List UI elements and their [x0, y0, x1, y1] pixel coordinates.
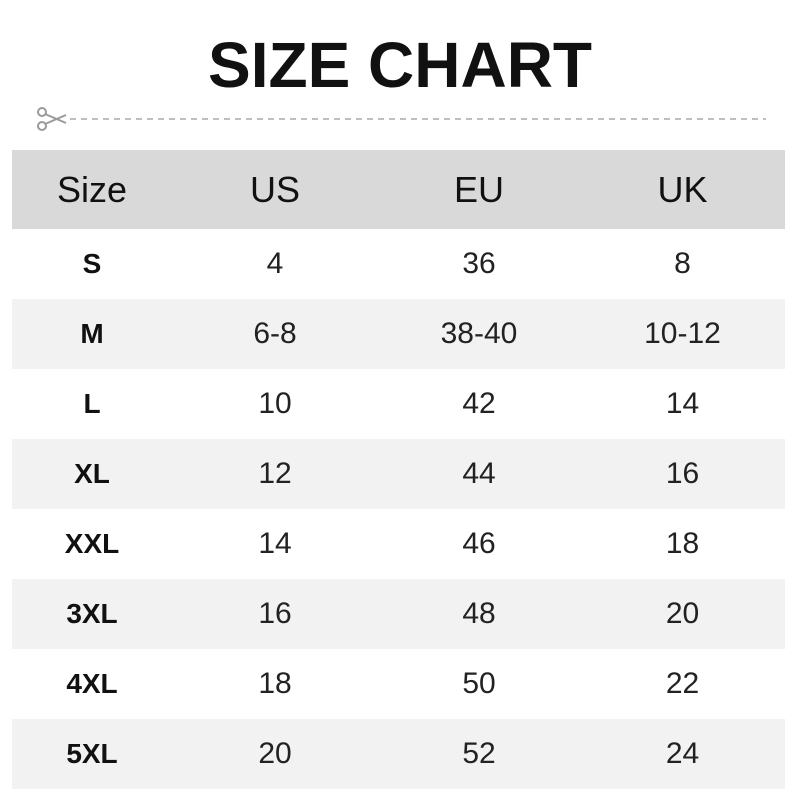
- cell-uk: 20: [665, 597, 700, 630]
- cell-us: 14: [258, 527, 292, 560]
- cell-uk: 18: [665, 527, 700, 560]
- cell-eu: 38-40: [440, 317, 518, 350]
- cell-size: 4XL: [66, 668, 118, 699]
- cell-us: 16: [258, 597, 292, 630]
- table-header: Size US EU UK: [12, 150, 785, 229]
- table-row: 5XL 20 52 24: [12, 719, 785, 789]
- cell-uk: 14: [665, 387, 700, 420]
- cell-eu: 44: [462, 457, 496, 490]
- cell-eu: 50: [462, 667, 496, 700]
- cell-size: 3XL: [66, 598, 118, 629]
- cell-us: 6-8: [253, 317, 297, 350]
- table-row: XL 12 44 16: [12, 439, 785, 509]
- page-title: SIZE CHART: [208, 29, 592, 101]
- cell-size: XXL: [64, 528, 120, 559]
- table-row: L 10 42 14: [12, 369, 785, 439]
- cell-size: S: [82, 248, 102, 279]
- table-row: M 6-8 38-40 10-12: [12, 299, 785, 369]
- cell-uk: 22: [665, 667, 700, 700]
- cell-eu: 46: [462, 527, 496, 560]
- table-row: S 4 36 8: [12, 229, 785, 299]
- cell-eu: 36: [462, 247, 496, 280]
- cell-size: 5XL: [66, 738, 118, 769]
- header-us: US: [249, 168, 300, 210]
- header-eu: EU: [453, 168, 504, 210]
- header-size: Size: [56, 168, 128, 210]
- cell-uk: 8: [674, 247, 691, 280]
- cell-eu: 42: [462, 387, 496, 420]
- scissors-icon: [37, 107, 67, 131]
- cell-us: 20: [258, 737, 292, 770]
- table-row: XXL 14 46 18: [12, 509, 785, 579]
- cell-us: 10: [258, 387, 292, 420]
- cell-us: 12: [258, 457, 292, 490]
- cell-uk: 16: [665, 457, 700, 490]
- cell-size: M: [80, 318, 104, 349]
- cell-eu: 48: [462, 597, 496, 630]
- cell-size: L: [83, 388, 101, 419]
- cell-us: 18: [258, 667, 292, 700]
- cell-size: XL: [74, 458, 110, 489]
- table-row: 4XL 18 50 22: [12, 649, 785, 719]
- cell-us: 4: [266, 247, 284, 280]
- cell-eu: 52: [462, 737, 496, 770]
- cell-uk: 10-12: [644, 317, 721, 350]
- table-row: 3XL 16 48 20: [12, 579, 785, 649]
- header-uk: UK: [657, 168, 708, 210]
- cut-line: [37, 107, 766, 131]
- cell-uk: 24: [665, 737, 700, 770]
- size-table: Size US EU UK S 4 36 8 M 6-8 38-40 10-12 L 10 42 14…: [12, 150, 785, 789]
